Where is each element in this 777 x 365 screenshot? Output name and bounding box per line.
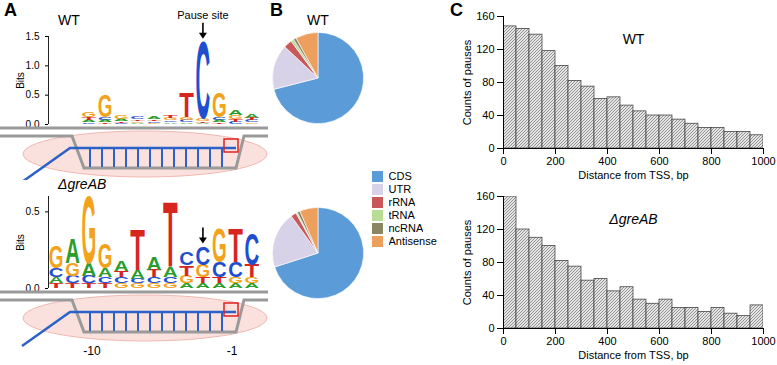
svg-text:G: G <box>81 176 96 284</box>
svg-text:A: A <box>147 254 162 273</box>
svg-text:C: C <box>196 241 211 271</box>
svg-text:200: 200 <box>546 155 564 167</box>
svg-text:T: T <box>163 184 178 286</box>
svg-text:800: 800 <box>702 155 720 167</box>
svg-text:40: 40 <box>482 289 494 301</box>
svg-text:T: T <box>130 218 145 282</box>
svg-text:200: 200 <box>546 335 564 347</box>
svg-text:160: 160 <box>476 190 494 202</box>
svg-text:T: T <box>179 85 194 124</box>
svg-text:80: 80 <box>482 256 494 268</box>
svg-text:120: 120 <box>476 223 494 235</box>
svg-text:Bits: Bits <box>15 234 26 251</box>
svg-text:WT: WT <box>623 31 645 47</box>
svg-text:G: G <box>212 85 227 124</box>
svg-text:800: 800 <box>702 335 720 347</box>
svg-text:0.5: 0.5 <box>26 206 40 217</box>
svg-text:G: G <box>98 89 113 124</box>
svg-text:0: 0 <box>500 155 506 167</box>
svg-text:C: C <box>196 20 211 142</box>
svg-text:0: 0 <box>488 142 494 154</box>
svg-text:T: T <box>228 218 243 272</box>
svg-text:G: G <box>81 111 96 118</box>
svg-text:G: G <box>98 237 113 276</box>
svg-text:C: C <box>179 250 194 269</box>
svg-text:80: 80 <box>482 76 494 88</box>
svg-text:Counts of pauses: Counts of pauses <box>461 39 473 125</box>
svg-text:G: G <box>49 240 64 275</box>
svg-text:Counts of pauses: Counts of pauses <box>461 219 473 305</box>
svg-text:A: A <box>114 257 129 275</box>
svg-text:G: G <box>114 114 129 120</box>
svg-text:0: 0 <box>488 322 494 334</box>
svg-text:Distance from TSS, bp: Distance from TSS, bp <box>578 349 688 361</box>
svg-text:C: C <box>245 225 260 273</box>
svg-text:0: 0 <box>500 335 506 347</box>
svg-text:Pause site: Pause site <box>177 9 228 21</box>
svg-text:400: 400 <box>598 155 616 167</box>
svg-text:600: 600 <box>650 335 668 347</box>
svg-text:-10: -10 <box>83 344 101 358</box>
svg-text:A: A <box>228 109 243 116</box>
svg-text:600: 600 <box>650 155 668 167</box>
svg-text:160: 160 <box>476 10 494 22</box>
svg-text:C: C <box>130 116 145 120</box>
svg-text:1.5: 1.5 <box>26 31 40 42</box>
svg-text:120: 120 <box>476 43 494 55</box>
svg-text:T: T <box>163 114 179 119</box>
svg-text:Bits: Bits <box>15 72 26 89</box>
svg-text:1000: 1000 <box>751 155 775 167</box>
svg-text:1.0: 1.0 <box>26 60 40 71</box>
svg-text:1000: 1000 <box>751 335 775 347</box>
svg-text:40: 40 <box>482 109 494 121</box>
svg-text:400: 400 <box>598 335 616 347</box>
svg-text:0.5: 0.5 <box>26 89 40 100</box>
svg-text:-1: -1 <box>227 344 238 358</box>
svg-text:A: A <box>147 116 162 120</box>
svg-text:A: A <box>65 232 80 271</box>
svg-text:Distance from TSS, bp: Distance from TSS, bp <box>578 169 688 181</box>
svg-text:G: G <box>212 218 227 272</box>
svg-text:A: A <box>245 113 260 119</box>
svg-text:ΔgreAB: ΔgreAB <box>608 211 657 227</box>
